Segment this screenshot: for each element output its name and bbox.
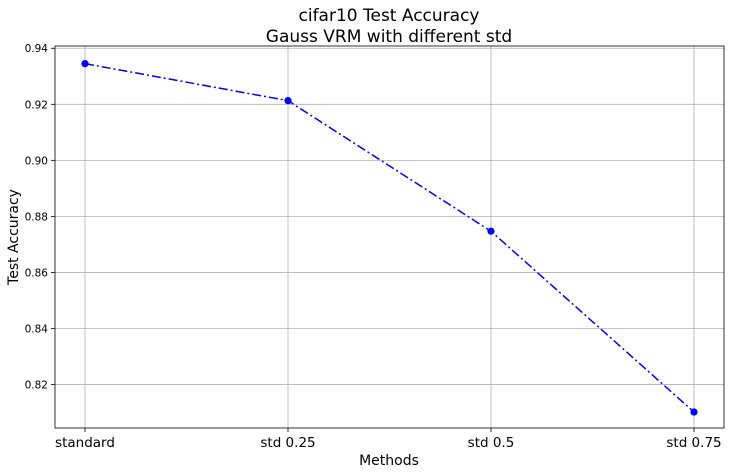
data-point bbox=[487, 227, 495, 235]
axis-ticks: 0.82 0.84 0.86 0.88 0.90 0.92 0.94 standard std … bbox=[25, 43, 722, 451]
y-tick-label: 0.94 bbox=[25, 43, 49, 55]
data-point bbox=[81, 60, 89, 68]
x-tick-label: std 0.75 bbox=[666, 435, 721, 451]
y-tick-label: 0.92 bbox=[25, 99, 48, 111]
x-tick-label: std 0.25 bbox=[260, 435, 315, 451]
y-tick-label: 0.90 bbox=[25, 155, 48, 167]
plot-frame bbox=[54, 45, 725, 429]
series-line bbox=[84, 62, 695, 413]
x-axis-label: Methods bbox=[359, 453, 419, 469]
y-tick-label: 0.82 bbox=[25, 380, 48, 392]
x-tick-label: standard bbox=[55, 435, 115, 451]
series-group bbox=[81, 60, 698, 416]
y-tick-label: 0.86 bbox=[25, 267, 49, 279]
x-tick-label: std 0.5 bbox=[468, 435, 515, 451]
data-point bbox=[690, 408, 698, 416]
y-tick-label: 0.88 bbox=[25, 211, 48, 223]
grid-lines bbox=[55, 46, 724, 428]
chart-subtitle: Gauss VRM with different std bbox=[266, 27, 512, 47]
y-tick-label: 0.84 bbox=[25, 324, 49, 336]
y-axis-label: Test Accuracy bbox=[6, 189, 22, 286]
chart-title: cifar10 Test Accuracy bbox=[299, 6, 480, 26]
data-point bbox=[284, 97, 292, 105]
